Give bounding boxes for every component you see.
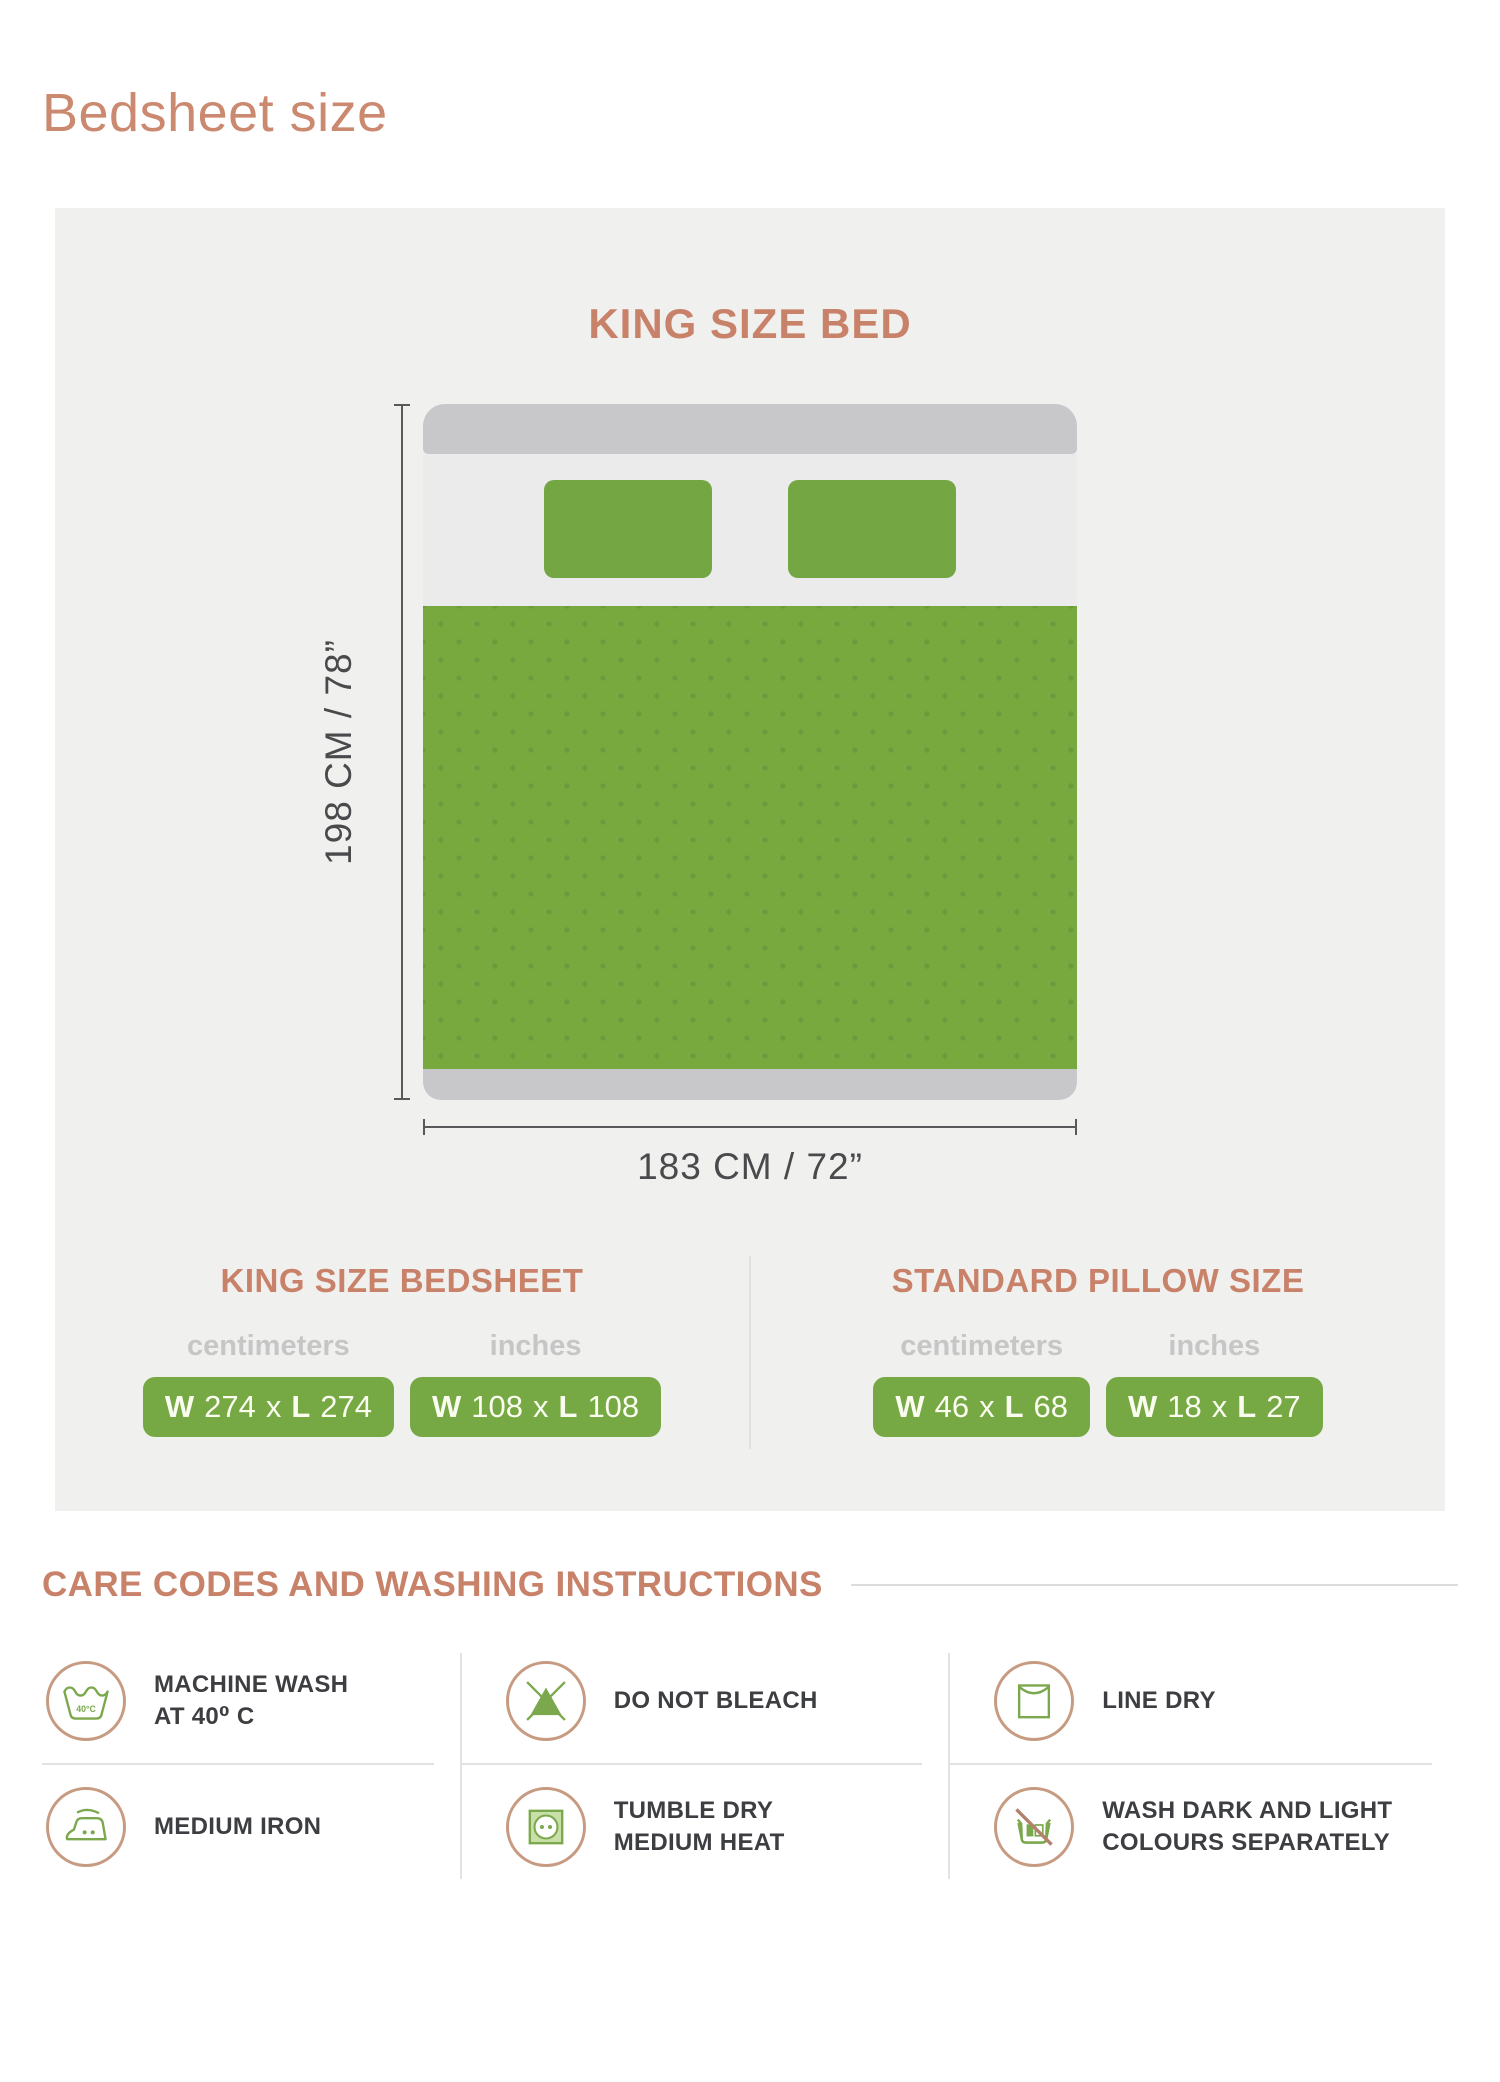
bed-headboard	[423, 404, 1077, 454]
care-column-divider	[459, 1653, 462, 1879]
bed-top-view	[423, 404, 1077, 1100]
care-section: CARE CODES AND WASHING INSTRUCTIONS 40°C…	[0, 1511, 1500, 1889]
care-item-tumble-dry: TUMBLE DRY MEDIUM HEAT	[460, 1765, 949, 1889]
pillow-cm-label: centimeters	[900, 1330, 1064, 1362]
spec-section-pillow: STANDARD PILLOW SIZE centimeters W 46 x L 68…	[749, 1256, 1445, 1449]
care-item-label: LINE DRY	[1102, 1687, 1216, 1715]
height-dimension-label: 198 CM / 78”	[318, 639, 359, 865]
care-heading: CARE CODES AND WASHING INSTRUCTIONS	[42, 1565, 823, 1604]
care-item-label: WASH DARK AND LIGHT COLOURS SEPARATELY	[1102, 1797, 1393, 1856]
care-item-machine-wash: 40°C MACHINE WASH AT 40⁰ C	[42, 1639, 434, 1765]
pillow-cm-badge: W 46 x L 68	[873, 1377, 1090, 1437]
pillow-left	[544, 480, 712, 578]
line-dry-icon	[994, 1661, 1075, 1741]
bedsheet-cm-group: centimeters W 274 x L 274	[142, 1330, 394, 1437]
medium-iron-icon	[46, 1787, 126, 1867]
care-item-label: TUMBLE DRY MEDIUM HEAT	[613, 1797, 785, 1856]
care-item-label: DO NOT BLEACH	[613, 1687, 818, 1715]
width-dimension-label: 183 CM / 72”	[637, 1146, 863, 1187]
svg-text:40°C: 40°C	[76, 1704, 96, 1714]
pillow-inch-badge: W 18 x L 27	[1106, 1377, 1323, 1437]
pillow-inch-label: inches	[1168, 1330, 1261, 1362]
bedsheet-area	[423, 606, 1077, 1069]
pillow-right	[788, 480, 956, 578]
bedsheet-inch-group: inches W 108 x L 108	[410, 1330, 662, 1437]
pillow-zone	[423, 454, 1077, 606]
care-heading-rule	[850, 1584, 1458, 1586]
care-item-medium-iron: MEDIUM IRON	[42, 1765, 460, 1889]
tumble-dry-icon	[505, 1787, 586, 1867]
care-item-label: MEDIUM IRON	[154, 1813, 322, 1841]
bed-size-heading: KING SIZE BED	[588, 300, 912, 347]
height-dimension-line	[394, 404, 410, 1100]
size-panel: KING SIZE BED 198 CM / 78” 183 CM / 72” …	[55, 208, 1445, 1511]
bed-diagram: 198 CM / 78”	[318, 404, 1077, 1100]
bedsheet-spec-heading: KING SIZE BEDSHEET	[220, 1262, 584, 1299]
bedsheet-inch-label: inches	[489, 1330, 582, 1362]
do-not-bleach-icon	[505, 1661, 586, 1741]
care-column-divider	[948, 1653, 951, 1879]
bed-footboard	[423, 1069, 1077, 1100]
care-grid: 40°C MACHINE WASH AT 40⁰ C DO NOT BLEACH	[42, 1639, 1458, 1889]
page-title: Bedsheet size	[42, 83, 388, 143]
spec-section-bedsheet: KING SIZE BEDSHEET centimeters W 274 x L 274…	[55, 1256, 749, 1449]
pillow-cm-group: centimeters W 46 x L 68	[873, 1330, 1090, 1437]
pillow-spec-heading: STANDARD PILLOW SIZE	[891, 1262, 1305, 1299]
care-item-do-not-bleach: DO NOT BLEACH	[459, 1639, 923, 1765]
wash-separately-icon	[994, 1787, 1075, 1867]
width-dimension-line	[423, 1119, 1077, 1135]
machine-wash-icon: 40°C	[46, 1661, 126, 1741]
bedsheet-cm-label: centimeters	[187, 1330, 350, 1362]
pillow-inch-group: inches W 18 x L 27	[1106, 1330, 1323, 1437]
bedsheet-inch-badge: W 108 x L 108	[410, 1377, 662, 1437]
care-item-line-dry: LINE DRY	[948, 1639, 1432, 1765]
bedsheet-cm-badge: W 274 x L 274	[142, 1377, 394, 1437]
care-item-wash-separately: WASH DARK AND LIGHT COLOURS SEPARATELY	[948, 1765, 1458, 1889]
spec-sections: KING SIZE BEDSHEET centimeters W 274 x L 274…	[55, 1256, 1445, 1449]
care-item-label: MACHINE WASH AT 40⁰ C	[154, 1671, 349, 1730]
